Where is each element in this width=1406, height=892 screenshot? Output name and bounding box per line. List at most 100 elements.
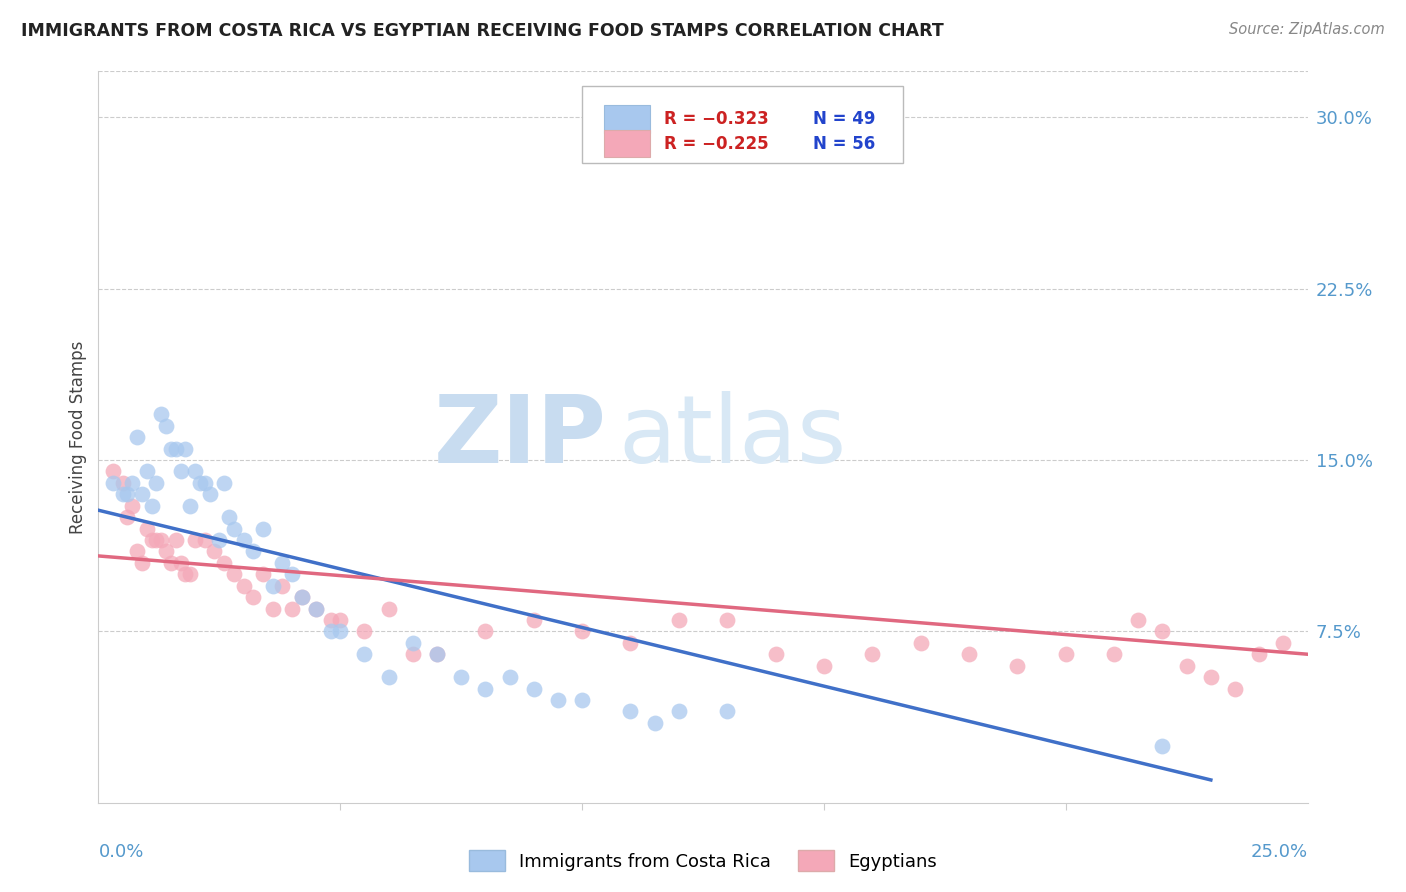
Text: 25.0%: 25.0% [1250,843,1308,861]
Point [619,636,641,650]
Point [222,521,245,535]
Point [155,418,177,433]
Text: N = 56: N = 56 [813,135,876,153]
Point [111,487,134,501]
Point [242,544,264,558]
Point [1223,681,1246,696]
Point [353,647,375,661]
Point [668,613,690,627]
Point [194,475,217,490]
Point [319,613,342,627]
Point [150,407,173,421]
Point [208,533,231,547]
Point [141,499,163,513]
Y-axis label: Receiving Food Stamps: Receiving Food Stamps [69,341,87,533]
Point [1199,670,1222,684]
Point [222,567,245,582]
Point [252,567,274,582]
Point [174,442,197,456]
Point [121,499,143,513]
Point [121,475,143,490]
Point [131,556,153,570]
Point [194,533,217,547]
Point [271,556,294,570]
Point [523,613,546,627]
Point [262,579,284,593]
Point [165,533,187,547]
Point [165,442,187,456]
Point [145,533,167,547]
Point [426,647,449,661]
Text: atlas: atlas [619,391,846,483]
Point [716,705,738,719]
Point [1249,647,1271,661]
Point [402,636,425,650]
Point [198,487,221,501]
Point [305,601,328,615]
Point [271,579,294,593]
Point [619,705,641,719]
Point [212,475,235,490]
Text: IMMIGRANTS FROM COSTA RICA VS EGYPTIAN RECEIVING FOOD STAMPS CORRELATION CHART: IMMIGRANTS FROM COSTA RICA VS EGYPTIAN R… [21,22,943,40]
Point [179,567,201,582]
Point [281,601,304,615]
Point [127,430,149,444]
Point [1054,647,1077,661]
Point [765,647,787,661]
Point [1152,624,1174,639]
Point [117,510,139,524]
Point [174,567,197,582]
Text: ZIP: ZIP [433,391,606,483]
Point [141,533,163,547]
Text: N = 49: N = 49 [813,110,876,128]
Point [160,442,183,456]
Point [184,464,207,478]
Point [329,613,352,627]
Point [377,601,399,615]
Point [377,670,399,684]
Point [184,533,207,547]
Point [319,624,342,639]
Point [212,556,235,570]
Point [668,705,690,719]
Point [131,487,153,501]
Point [232,579,254,593]
Point [910,636,932,650]
Point [169,464,191,478]
Point [1102,647,1125,661]
Text: Source: ZipAtlas.com: Source: ZipAtlas.com [1229,22,1385,37]
Point [127,544,149,558]
FancyBboxPatch shape [603,129,650,158]
Point [232,533,254,547]
Point [117,487,139,501]
Point [474,624,496,639]
Point [135,521,157,535]
Point [290,590,312,604]
FancyBboxPatch shape [582,86,903,163]
Point [571,693,593,707]
Point [179,499,201,513]
Point [329,624,352,639]
Point [281,567,304,582]
Point [290,590,312,604]
Point [716,613,738,627]
Point [426,647,449,661]
Point [1007,658,1029,673]
Point [111,475,134,490]
Point [498,670,520,684]
Text: 0.0%: 0.0% [98,843,143,861]
Point [402,647,425,661]
Point [450,670,472,684]
Point [474,681,496,696]
Point [305,601,328,615]
Point [252,521,274,535]
Point [204,544,226,558]
Point [523,681,546,696]
Point [155,544,177,558]
Point [135,464,157,478]
Point [1152,739,1174,753]
FancyBboxPatch shape [603,105,650,133]
Point [145,475,167,490]
Point [644,715,666,730]
Point [860,647,883,661]
